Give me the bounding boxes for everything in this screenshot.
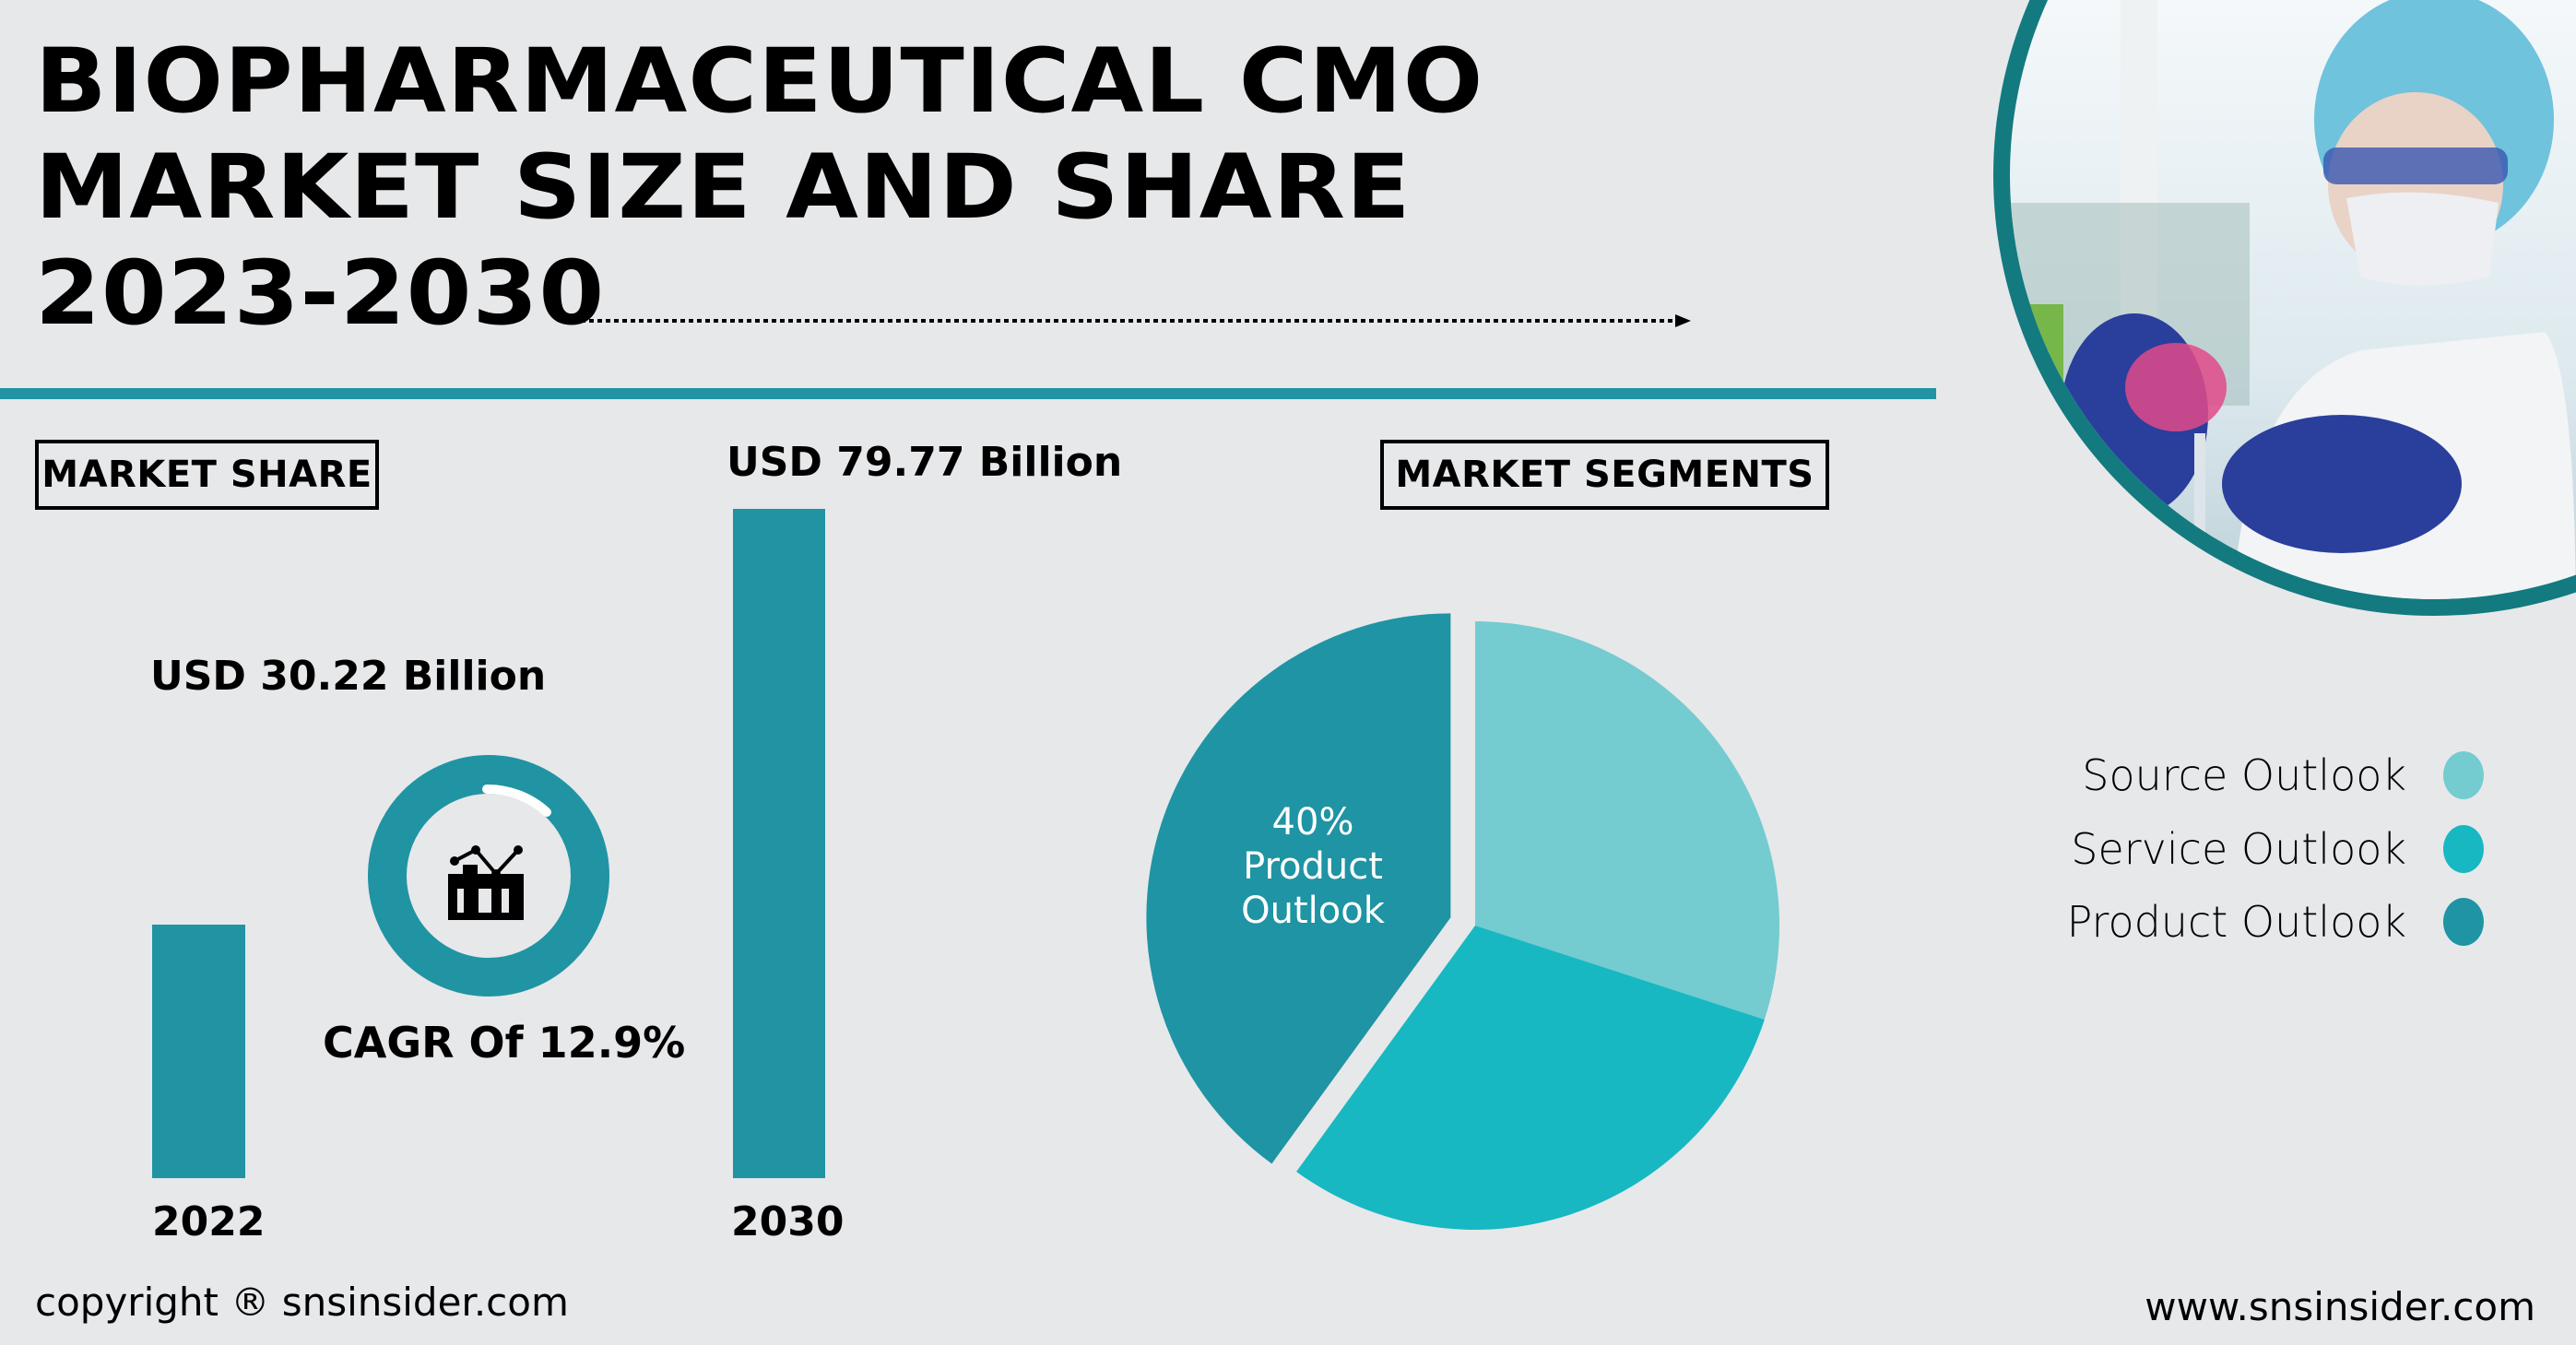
year-label-2030: 2030 [731,1198,845,1245]
legend-swatch [2443,898,2484,946]
bar-2022 [152,925,245,1178]
legend-swatch [2443,825,2484,873]
website-link[interactable]: www.snsinsider.com [2145,1284,2535,1329]
legend-item-service: Service Outlook [2071,824,2484,874]
lab-photo [1993,0,2576,616]
pie-slice-source [1475,621,1779,1020]
market-share-heading: MARKET SHARE [35,440,379,510]
cagr-label: CAGR Of 12.9% [323,1018,686,1068]
year-label-2022: 2022 [152,1198,266,1245]
pie-label-percent: 40% [1272,801,1354,844]
legend-label: Service Outlook [2071,824,2406,874]
bar-value-label-2030: USD 79.77 Billion [727,439,1123,486]
legend-label: Product Outlook [2066,897,2406,947]
legend-item-product: Product Outlook [2067,897,2484,947]
cagr-ring [368,755,609,997]
section-divider [0,388,1936,399]
pie-slice-product [1146,613,1451,1164]
legend-swatch [2443,751,2484,799]
legend-item-source: Source Outlook [2082,750,2484,800]
growth-chart-icon [448,845,524,920]
legend-label: Source Outlook [2082,750,2406,800]
bar-2030 [733,509,825,1178]
pie-slice-service [1296,926,1765,1230]
pie-label-line2: Outlook [1241,890,1386,932]
copyright-text: copyright ® snsinsider.com [35,1280,569,1325]
market-segments-heading: MARKET SEGMENTS [1380,440,1829,510]
bar-value-label-2022: USD 30.22 Billion [150,653,547,700]
dotted-arrow-icon [564,314,1691,327]
title-line-1: BIOPHARMACEUTICAL CMO [35,29,1484,133]
title-line-3: 2023-2030 [35,242,606,345]
title-line-2: MARKET SIZE AND SHARE [35,136,1412,239]
segments-pie-chart: 40% Product Outlook [1146,613,1779,1230]
pie-label-line1: Product [1243,845,1383,888]
